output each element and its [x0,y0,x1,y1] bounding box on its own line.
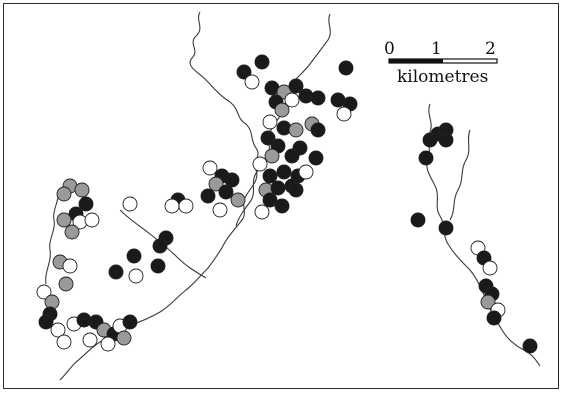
site-marker-white [56,334,72,350]
site-marker-black [410,212,426,228]
site-marker-white [122,196,138,212]
site-marker-white [84,212,100,228]
site-marker-black [310,90,326,106]
site-marker-black [308,150,324,166]
site-marker-grey [64,224,80,240]
site-marker-black [310,122,326,138]
site-marker-black [288,78,304,94]
site-marker-black [262,192,278,208]
site-marker-white [212,202,228,218]
site-marker-grey [274,102,290,118]
site-marker-white [336,106,352,122]
site-marker-black [254,54,270,70]
site-marker-black [486,310,502,326]
site-marker-black [338,60,354,76]
site-marker-white [164,198,180,214]
site-marker-black [236,64,252,80]
scale-tick-label-0: 0 [384,39,395,59]
site-marker-white [252,156,268,172]
site-marker-grey [288,122,304,138]
site-marker-white [178,198,194,214]
site-marker-black [262,168,278,184]
site-marker-black [276,164,292,180]
site-marker-black [270,180,286,196]
site-marker-grey [74,182,90,198]
site-marker-white [50,322,66,338]
site-marker-white [36,284,52,300]
site-marker-black [108,264,124,280]
scale-bar: 0 1 2 kilometres [384,39,498,87]
site-marker-white [262,114,278,130]
site-marker-white [298,164,314,180]
site-marker-black [438,220,454,236]
site-marker-black [418,150,434,166]
scale-unit-label: kilometres [397,67,488,87]
site-marker-white [62,258,78,274]
site-marker-grey [230,192,246,208]
site-marker-black [200,188,216,204]
site-marker-black [126,248,142,264]
site-marker-grey [264,148,280,164]
site-marker-black [438,132,454,148]
site-marker-grey [480,294,496,310]
site-marker-white [482,260,498,276]
site-marker-black [274,198,290,214]
site-marker-white [128,268,144,284]
site-markers [36,54,538,354]
scale-tick-label-1: 1 [431,39,442,59]
site-marker-white [100,336,116,352]
site-marker-black [224,172,240,188]
stream-line [235,13,331,227]
map-border [3,3,559,389]
site-marker-grey [58,276,74,292]
stream-line [45,189,59,285]
site-marker-black [260,130,276,146]
site-marker-white [254,204,270,220]
site-marker-grey [56,212,72,228]
site-marker-black [284,148,300,164]
site-marker-black [422,132,438,148]
stream-line [449,129,471,221]
site-marker-black [288,182,304,198]
site-marker-white [244,74,260,90]
site-marker-black [122,314,138,330]
site-marker-white [202,160,218,176]
site-marker-black [522,338,538,354]
site-marker-grey [56,186,72,202]
site-marker-grey [116,330,132,346]
site-marker-grey [208,176,224,192]
site-marker-black [38,314,54,330]
site-marker-white [284,92,300,108]
site-marker-black [150,258,166,274]
scale-tick-label-2: 2 [485,39,496,59]
scale-bar-segment-dark [389,59,443,63]
site-marker-black [218,184,234,200]
site-marker-black [78,196,94,212]
site-marker-black [152,238,168,254]
site-marker-white [82,332,98,348]
